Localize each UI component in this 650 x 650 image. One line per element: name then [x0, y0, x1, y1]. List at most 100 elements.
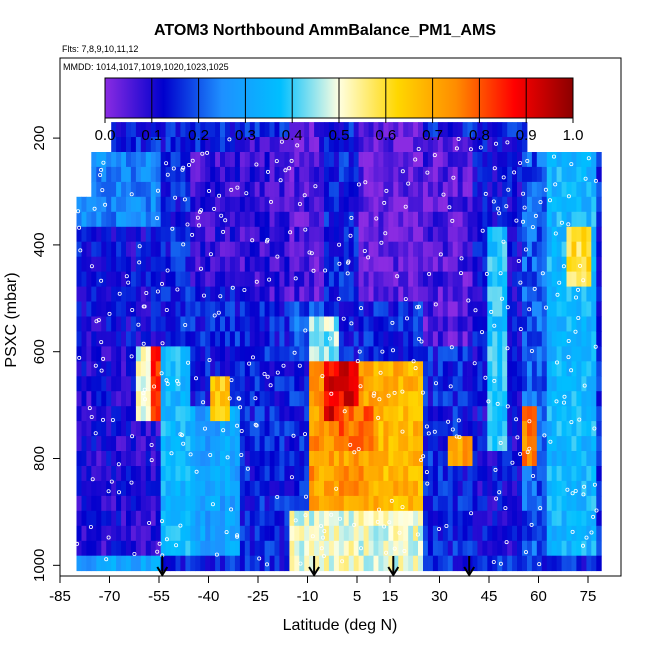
heatmap-cell — [378, 436, 384, 452]
heatmap-cell — [81, 196, 87, 213]
heatmap-cell — [527, 436, 533, 452]
track-point — [510, 460, 515, 465]
heatmap-cell — [502, 451, 508, 467]
heatmap-cell — [314, 495, 320, 512]
heatmap-cell — [135, 466, 142, 482]
heatmap-cell — [304, 391, 310, 407]
heatmap-cell — [566, 241, 572, 258]
track-point — [321, 554, 326, 559]
heatmap-cell — [487, 480, 493, 497]
heatmap-cell — [91, 451, 97, 467]
heatmap-cell — [432, 376, 439, 392]
heatmap-cell — [116, 331, 122, 347]
heatmap-cell — [225, 152, 231, 168]
heatmap-cell — [239, 316, 246, 332]
heatmap-cell — [492, 525, 498, 542]
heatmap-cell — [333, 525, 340, 542]
heatmap-cell — [363, 451, 369, 467]
colorbar-tick-label: 0.7 — [422, 127, 443, 144]
x-tick-label: 15 — [382, 588, 399, 605]
heatmap-cell — [442, 331, 449, 347]
heatmap-cell — [343, 331, 350, 347]
heatmap-cell — [462, 331, 468, 347]
heatmap-cell — [348, 241, 355, 258]
heatmap-cell — [423, 316, 429, 332]
heatmap-cell — [274, 181, 280, 198]
heatmap-cell — [126, 256, 132, 273]
heatmap-cell — [294, 436, 300, 452]
heatmap-cell — [249, 316, 256, 332]
heatmap-cell — [437, 241, 444, 258]
heatmap-cell — [447, 555, 454, 572]
heatmap-cell — [596, 271, 602, 287]
heatmap-cell — [234, 436, 241, 452]
heatmap-cell — [259, 226, 265, 243]
heatmap-cell — [442, 480, 449, 497]
heatmap-cell — [101, 211, 107, 228]
track-point — [101, 356, 106, 361]
heatmap-cell — [96, 286, 102, 302]
heatmap-cell — [581, 181, 587, 198]
heatmap-cell — [299, 331, 305, 347]
heatmap-cell — [546, 480, 553, 497]
heatmap-cell — [91, 466, 97, 482]
track-point — [447, 205, 452, 210]
heatmap-cell — [373, 196, 379, 213]
heatmap-cell — [536, 480, 543, 497]
heatmap-cell — [427, 122, 434, 138]
heatmap-cell — [180, 301, 186, 317]
track-point — [201, 293, 206, 298]
heatmap-cell — [279, 166, 285, 183]
heatmap-cell — [130, 152, 137, 168]
heatmap-cell — [96, 331, 102, 347]
heatmap-cell — [86, 510, 92, 527]
heatmap-cell — [418, 540, 424, 557]
heatmap-cell — [309, 510, 315, 527]
track-point — [236, 396, 241, 401]
heatmap-cell — [403, 301, 409, 317]
heatmap-cell — [427, 226, 434, 243]
heatmap-cell — [279, 406, 285, 422]
track-point — [557, 280, 562, 285]
heatmap-cell — [393, 211, 399, 228]
heatmap-cell — [205, 196, 211, 213]
heatmap-cell — [324, 540, 330, 557]
heatmap-cell — [517, 166, 523, 183]
heatmap-cell — [467, 226, 473, 243]
heatmap-cell — [388, 331, 394, 347]
heatmap-cell — [512, 436, 518, 452]
heatmap-cell — [378, 286, 384, 302]
heatmap-cell — [437, 451, 444, 467]
heatmap-cell — [447, 181, 454, 198]
heatmap-cell — [522, 256, 528, 273]
heatmap-cell — [294, 331, 300, 347]
track-point — [303, 513, 308, 518]
heatmap-cell — [437, 480, 444, 497]
track-point — [472, 361, 477, 366]
heatmap-cell — [304, 421, 310, 437]
heatmap-cell — [487, 331, 493, 347]
heatmap-cell — [447, 525, 454, 542]
heatmap-cell — [185, 421, 191, 437]
heatmap-cell — [427, 525, 434, 542]
heatmap-cell — [467, 525, 473, 542]
heatmap-cell — [210, 122, 216, 138]
heatmap-cell — [205, 421, 211, 437]
heatmap-cell — [527, 241, 533, 258]
heatmap-cell — [576, 525, 582, 542]
heatmap-cell — [348, 346, 355, 362]
heatmap-cell — [106, 495, 112, 512]
heatmap-cell — [393, 256, 399, 273]
heatmap-cell — [225, 316, 231, 332]
heatmap-cell — [482, 436, 488, 452]
heatmap-cell — [551, 241, 557, 258]
track-point — [386, 393, 391, 398]
heatmap-cell — [556, 256, 562, 273]
heatmap-cell — [309, 166, 315, 183]
heatmap-cell — [517, 271, 523, 287]
track-point — [297, 201, 302, 206]
heatmap-cell — [121, 152, 127, 168]
heatmap-cell — [487, 137, 493, 153]
heatmap-cell — [487, 181, 493, 198]
heatmap-cell — [343, 196, 350, 213]
